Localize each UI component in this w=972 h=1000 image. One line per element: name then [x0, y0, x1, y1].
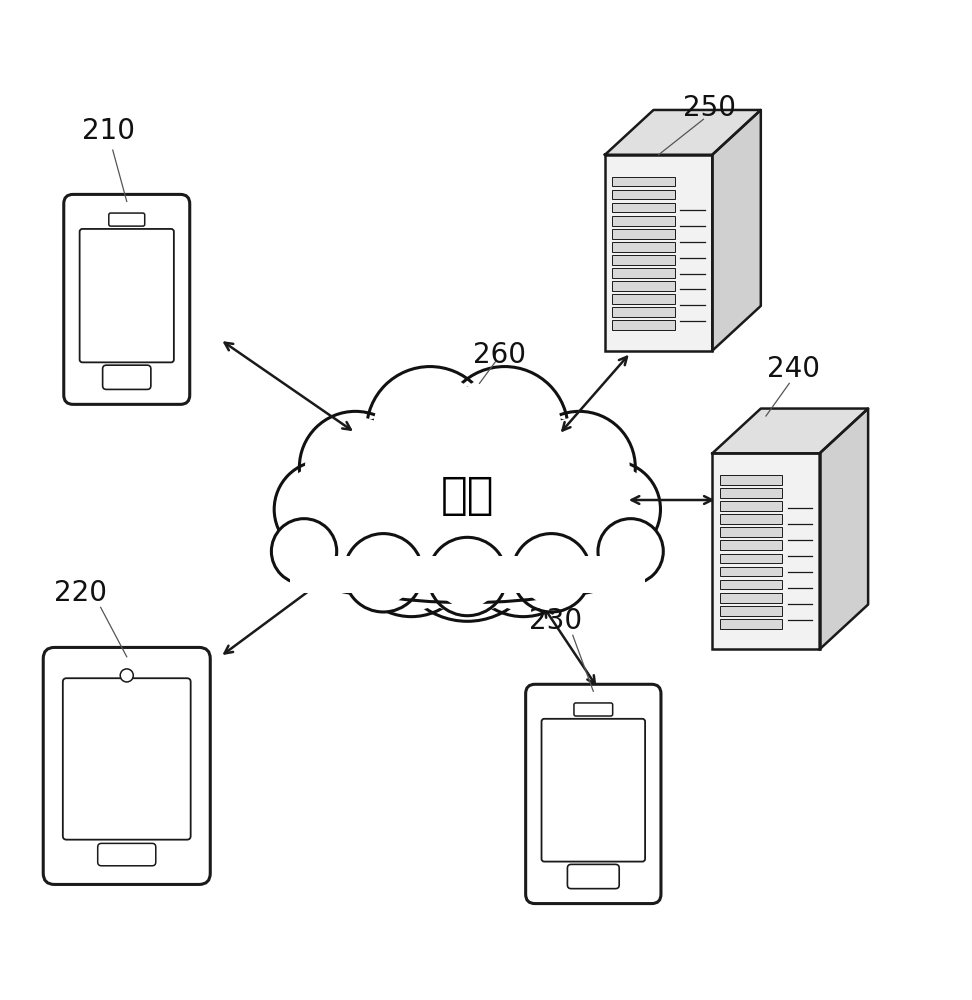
Circle shape — [357, 501, 466, 611]
Circle shape — [274, 461, 371, 558]
FancyBboxPatch shape — [719, 606, 782, 616]
Text: 230: 230 — [530, 607, 582, 635]
Polygon shape — [712, 110, 761, 351]
Circle shape — [271, 519, 336, 584]
Circle shape — [463, 495, 584, 617]
FancyBboxPatch shape — [719, 540, 782, 550]
Circle shape — [469, 501, 578, 611]
Circle shape — [309, 496, 401, 588]
Circle shape — [605, 525, 657, 577]
Circle shape — [523, 411, 636, 523]
FancyBboxPatch shape — [719, 593, 782, 603]
Circle shape — [319, 426, 457, 564]
FancyBboxPatch shape — [612, 203, 675, 212]
FancyBboxPatch shape — [712, 453, 819, 649]
Circle shape — [393, 472, 542, 621]
FancyBboxPatch shape — [719, 527, 782, 537]
FancyBboxPatch shape — [63, 678, 191, 840]
Circle shape — [121, 669, 133, 682]
Circle shape — [373, 373, 487, 487]
FancyBboxPatch shape — [719, 554, 782, 563]
Circle shape — [279, 466, 366, 553]
Circle shape — [529, 417, 630, 518]
Circle shape — [278, 525, 330, 577]
Text: 250: 250 — [683, 94, 737, 122]
Circle shape — [569, 466, 656, 553]
FancyBboxPatch shape — [612, 216, 675, 226]
FancyBboxPatch shape — [719, 501, 782, 511]
Text: 260: 260 — [473, 341, 527, 369]
Circle shape — [598, 519, 663, 584]
Circle shape — [352, 541, 415, 604]
Circle shape — [436, 545, 499, 608]
FancyBboxPatch shape — [64, 194, 190, 404]
Circle shape — [299, 411, 411, 523]
FancyBboxPatch shape — [80, 229, 174, 362]
FancyBboxPatch shape — [612, 190, 675, 199]
FancyBboxPatch shape — [612, 320, 675, 330]
FancyBboxPatch shape — [109, 213, 145, 226]
FancyBboxPatch shape — [612, 268, 675, 278]
FancyBboxPatch shape — [719, 475, 782, 485]
Circle shape — [344, 534, 423, 612]
Circle shape — [305, 417, 405, 518]
FancyBboxPatch shape — [719, 567, 782, 576]
FancyBboxPatch shape — [98, 843, 156, 866]
Circle shape — [379, 398, 556, 574]
Circle shape — [351, 495, 472, 617]
Circle shape — [478, 426, 615, 564]
Text: 网络: 网络 — [440, 474, 494, 517]
FancyBboxPatch shape — [103, 365, 151, 389]
FancyBboxPatch shape — [526, 684, 661, 904]
FancyBboxPatch shape — [43, 647, 210, 884]
Circle shape — [447, 373, 562, 487]
Text: 210: 210 — [82, 117, 134, 145]
Polygon shape — [605, 110, 761, 155]
FancyBboxPatch shape — [612, 229, 675, 239]
FancyBboxPatch shape — [573, 703, 612, 716]
FancyBboxPatch shape — [719, 619, 782, 629]
FancyBboxPatch shape — [290, 556, 644, 593]
FancyBboxPatch shape — [612, 242, 675, 252]
Circle shape — [520, 541, 582, 604]
FancyBboxPatch shape — [612, 281, 675, 291]
FancyBboxPatch shape — [541, 719, 645, 862]
FancyBboxPatch shape — [719, 514, 782, 524]
Circle shape — [366, 367, 494, 493]
FancyBboxPatch shape — [304, 523, 631, 579]
Polygon shape — [819, 409, 868, 649]
FancyBboxPatch shape — [612, 177, 675, 186]
Text: 220: 220 — [53, 579, 107, 607]
FancyBboxPatch shape — [719, 580, 782, 589]
FancyBboxPatch shape — [719, 488, 782, 498]
Circle shape — [441, 367, 568, 493]
Circle shape — [533, 496, 626, 588]
FancyBboxPatch shape — [568, 864, 619, 889]
FancyBboxPatch shape — [612, 307, 675, 317]
FancyBboxPatch shape — [612, 294, 675, 304]
Circle shape — [470, 419, 623, 572]
Circle shape — [369, 388, 566, 584]
Circle shape — [400, 479, 535, 614]
FancyBboxPatch shape — [605, 155, 712, 351]
Circle shape — [428, 537, 506, 616]
Circle shape — [528, 491, 631, 593]
Circle shape — [304, 491, 406, 593]
FancyBboxPatch shape — [612, 255, 675, 265]
Polygon shape — [712, 409, 868, 453]
Circle shape — [311, 419, 465, 572]
Circle shape — [564, 461, 661, 558]
Text: 240: 240 — [768, 355, 820, 383]
Circle shape — [512, 534, 591, 612]
